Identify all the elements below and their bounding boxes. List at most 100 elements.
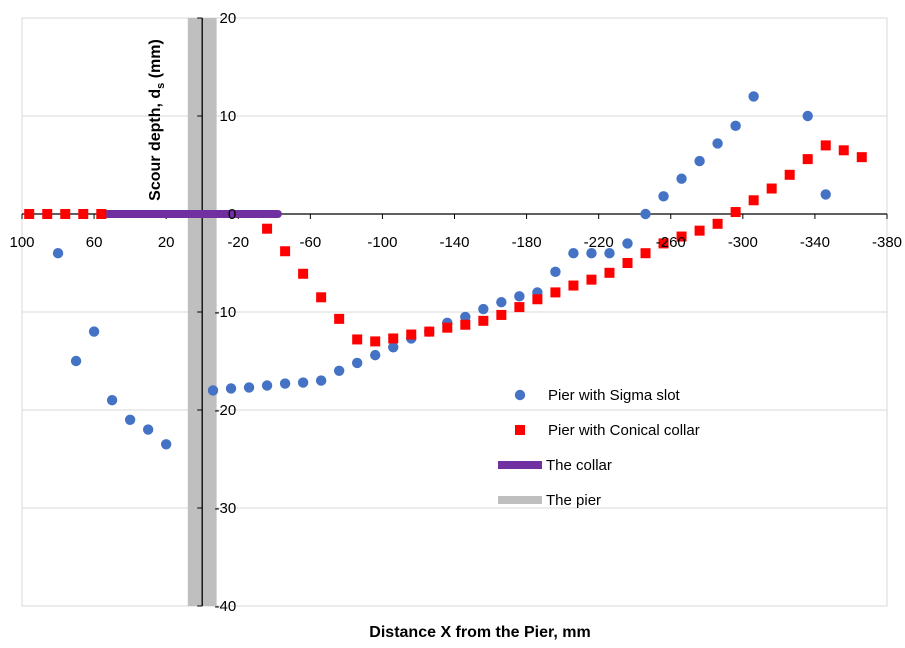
sigma-slot-point xyxy=(676,173,687,184)
sigma-slot-point xyxy=(351,357,363,369)
conical-collar-point xyxy=(676,231,687,242)
conical-collar-point xyxy=(388,333,399,344)
y-tick-label: 10 xyxy=(220,108,237,125)
y-axis-title-main: Scour depth, d xyxy=(147,89,164,201)
sigma-slot-point xyxy=(388,342,399,353)
y-tick-label: -40 xyxy=(215,598,237,615)
sigma-slot-point xyxy=(748,91,759,102)
conical-collar-point xyxy=(766,183,777,194)
sigma-slot-point xyxy=(243,382,255,393)
sigma-slot-point xyxy=(640,208,651,220)
sigma-slot-point xyxy=(802,110,813,122)
conical-collar-point xyxy=(334,313,345,324)
y-axis-title-unit: (mm) xyxy=(147,39,164,83)
conical-collar-point xyxy=(586,274,597,285)
conical-collar-point xyxy=(24,209,35,219)
sigma-slot-point xyxy=(207,385,219,396)
sigma-slot-point xyxy=(279,378,291,389)
y-axis-title: Scour depth, ds (mm) xyxy=(147,39,167,201)
conical-collar-point xyxy=(96,209,107,219)
conical-collar-point xyxy=(622,258,633,268)
conical-collar-point xyxy=(78,209,89,219)
conical-collar-point xyxy=(42,209,53,219)
conical-collar-point xyxy=(442,322,453,333)
conical-collar-point xyxy=(460,319,471,330)
conical-collar-point xyxy=(802,154,813,165)
conical-collar-point xyxy=(712,218,723,229)
x-tick-label: -220 xyxy=(584,234,614,251)
conical-collar-point xyxy=(568,280,579,291)
sigma-slot-point xyxy=(160,439,172,450)
conical-collar-point xyxy=(316,292,327,303)
sigma-slot-point xyxy=(70,355,82,367)
conical-collar-point xyxy=(838,145,849,156)
conical-collar-point xyxy=(730,207,741,218)
sigma-slot-point xyxy=(225,383,237,394)
x-tick-label: 60 xyxy=(86,234,103,251)
conical-collar-point xyxy=(352,334,363,345)
x-tick-label: 20 xyxy=(158,234,175,251)
conical-collar-point xyxy=(424,326,435,337)
sigma-slot-point xyxy=(261,380,273,391)
conical-collar-point xyxy=(784,169,795,180)
x-tick-label: -300 xyxy=(728,234,758,251)
legend-label: Pier with Conical collar xyxy=(548,422,700,439)
y-tick-label: 0 xyxy=(228,206,236,223)
y-tick-label: -20 xyxy=(215,402,237,419)
sigma-slot-point xyxy=(124,414,136,425)
sigma-slot-point xyxy=(694,155,705,167)
sigma-slot-point xyxy=(460,311,471,323)
sigma-slot-point xyxy=(622,238,633,249)
sigma-slot-point xyxy=(604,248,615,259)
x-tick-label: -180 xyxy=(512,234,542,251)
y-axis-title-subscript: s xyxy=(155,83,167,89)
conical-collar-point xyxy=(748,195,759,206)
conical-collar-point xyxy=(298,268,309,279)
legend-label: Pier with Sigma slot xyxy=(548,387,681,404)
x-tick-label: -20 xyxy=(227,234,249,251)
conical-collar-point xyxy=(60,209,71,219)
sigma-slot-point xyxy=(106,395,118,406)
legend-label: The pier xyxy=(546,492,601,509)
conical-collar-point xyxy=(496,309,507,320)
x-tick-label: -260 xyxy=(656,234,686,251)
legend-entry: Pier with Sigma slot xyxy=(514,387,681,404)
y-tick-label: -10 xyxy=(215,304,237,321)
sigma-slot-point xyxy=(550,266,561,278)
x-axis-title: Distance X from the Pier, mm xyxy=(369,624,590,641)
sigma-slot-point xyxy=(478,303,489,315)
conical-collar-point xyxy=(532,294,543,305)
conical-collar-point xyxy=(370,336,381,347)
conical-collar-point xyxy=(820,140,831,151)
sigma-slot-point xyxy=(370,349,381,361)
sigma-slot-point xyxy=(333,365,345,376)
legend-circle-marker xyxy=(514,389,526,401)
conical-collar-point xyxy=(550,287,561,298)
x-tick-label: 100 xyxy=(9,234,34,251)
x-tick-label: -380 xyxy=(872,234,902,251)
conical-collar-point xyxy=(658,238,669,249)
data-series xyxy=(24,91,867,450)
conical-collar-point xyxy=(478,315,489,326)
sigma-slot-point xyxy=(514,291,525,302)
sigma-slot-point xyxy=(88,326,100,337)
tick-labels: 100 60 20 -20 -60 -100 -140 -180 -220 -260 -300 -34… xyxy=(9,10,902,615)
sigma-slot-point xyxy=(142,424,154,435)
sigma-slot-point xyxy=(820,189,831,200)
conical-collar-point xyxy=(262,223,273,234)
sigma-slot-point xyxy=(52,248,64,259)
x-tick-label: -140 xyxy=(439,234,469,251)
sigma-slot-point xyxy=(658,191,669,202)
legend-entry: The collar xyxy=(498,457,612,474)
legend-label: The collar xyxy=(546,457,612,474)
sigma-slot-point xyxy=(297,377,309,388)
sigma-slot-point xyxy=(568,248,579,259)
sigma-slot-point xyxy=(730,120,741,131)
x-tick-label: -100 xyxy=(367,234,397,251)
conical-collar-point xyxy=(856,152,867,163)
conical-collar-point xyxy=(694,225,705,236)
legend: Pier with Sigma slot Pier with Conical co… xyxy=(498,387,700,509)
conical-collar-point xyxy=(280,246,291,257)
sigma-slot-point xyxy=(315,375,327,386)
